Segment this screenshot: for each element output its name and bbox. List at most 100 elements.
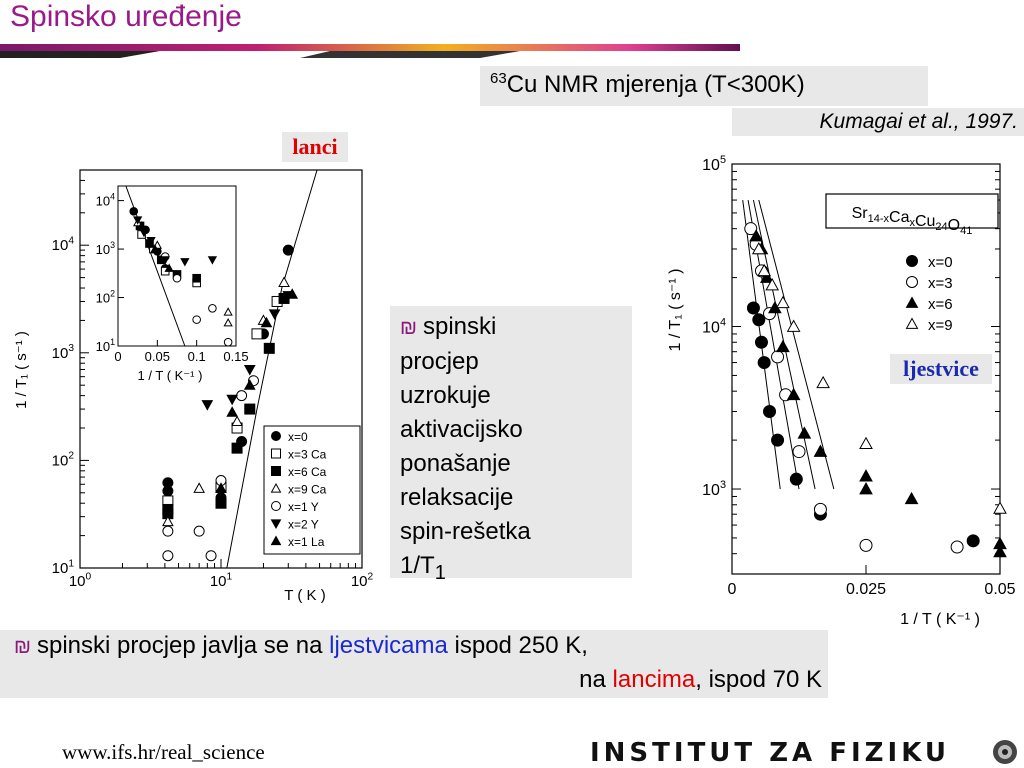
data-point (776, 339, 790, 353)
conclusion-text: na (579, 666, 613, 693)
legend-label: x=9 (928, 317, 953, 334)
x-axis-label: T ( K ) (284, 587, 325, 604)
inset-data-point (160, 256, 170, 265)
inset-data-point (223, 318, 233, 327)
x-tick-label: 0.025 (846, 581, 886, 598)
conclusion-text: spinski procjep javlja se na (36, 632, 330, 659)
data-point (786, 387, 801, 401)
info-line: 1/T1 (400, 549, 622, 590)
legend-marker (271, 448, 281, 459)
ladders-word: ljestvicama (329, 632, 448, 659)
data-point (757, 263, 772, 277)
title-underline-bar (0, 44, 740, 58)
legend-box (263, 425, 361, 555)
x-axis-label: 1 / T ( K⁻¹ ) (900, 611, 980, 628)
nmr-heading: 63Cu NMR mjerenja (T<300K) (480, 66, 928, 106)
inset-data-point (207, 256, 218, 265)
data-point (193, 525, 205, 537)
inset-y-tick-label: 101 (96, 337, 115, 354)
data-point (226, 394, 239, 406)
conclusion-box: ₪ spinski procjep javlja se na ljestvicam… (0, 630, 828, 698)
data-point (243, 364, 256, 376)
inset-x-tick-label: 0.05 (145, 349, 170, 364)
data-point (813, 502, 827, 516)
inset-data-point (133, 216, 143, 225)
inset-data-point (223, 337, 233, 347)
data-point (231, 442, 243, 454)
info-line: spin-rešetka (400, 518, 531, 545)
data-point (966, 534, 980, 548)
legend-label: x=3 (928, 275, 953, 292)
data-point (776, 295, 790, 309)
legend-marker (906, 255, 918, 267)
institute-logo-icon (993, 740, 1017, 764)
info-line: uzrokuje (400, 382, 491, 409)
ladder-relaxation-chart: 0 0.025 0.05 103 104 105 1 / T ( K⁻¹ ) 1 / T₁ (… (667, 154, 1016, 628)
data-point (162, 515, 174, 527)
inset-data-point (180, 258, 190, 267)
inset-x-axis-label: 1 / T ( K⁻¹ ) (138, 368, 203, 383)
inset-y-tick-label: 104 (96, 192, 115, 209)
data-point (286, 288, 299, 299)
data-point (162, 485, 174, 497)
inset-y-tick-label: 102 (96, 289, 115, 306)
data-point (797, 426, 812, 439)
legend-marker (271, 431, 281, 441)
inset-x-tick-label: 0.1 (188, 349, 206, 364)
data-point (859, 436, 873, 450)
info-line: ponašanje (400, 450, 511, 477)
data-point (162, 550, 174, 562)
legend-label: x=6 (928, 296, 953, 313)
inset-y-tick-label: 103 (96, 240, 115, 257)
legend-label: x=0 (288, 430, 308, 444)
data-point (950, 540, 964, 554)
data-point (260, 316, 273, 328)
legend-label: x=2 Y (288, 518, 319, 532)
info-line-text: spinski (422, 313, 497, 340)
inset-data-point (136, 221, 147, 230)
legend-label: x=3 Ca (288, 448, 327, 462)
data-point (282, 244, 294, 256)
info-line-text: 1/T (400, 552, 435, 579)
legend-label: x=6 Ca (288, 465, 327, 479)
data-point (268, 309, 281, 320)
data-point (215, 497, 227, 509)
data-point (859, 469, 873, 482)
bullet-icon: ₪ (400, 317, 417, 339)
y-axis-label: 1 / T₁ ( s⁻¹ ) (667, 269, 684, 352)
data-point (763, 404, 777, 418)
legend-label: x=9 Ca (288, 483, 327, 497)
data-point (792, 445, 806, 459)
data-point (859, 538, 873, 552)
reference: Kumagai et al., 1997. (732, 108, 1024, 136)
data-point (251, 328, 263, 340)
y-tick-label: 103 (702, 479, 726, 499)
inset-data-point (172, 273, 182, 283)
x-tick-label: 0.05 (984, 581, 1015, 598)
data-point (205, 550, 217, 562)
compound-formula: Sr14-xCaxCu24O41 (852, 205, 973, 237)
inset-x-tick-label: 0.15 (223, 349, 248, 364)
y-tick-label: 103 (52, 343, 75, 362)
legend-marker (270, 519, 282, 530)
inset-data-point (223, 307, 233, 316)
x-tick-label: 101 (210, 571, 233, 590)
inset-data-point (146, 236, 156, 246)
data-point (771, 350, 785, 364)
data-point (754, 335, 768, 349)
bullet-icon: ₪ (14, 636, 31, 658)
conclusion-text: , ispod 70 K (695, 666, 822, 693)
y-tick-label: 104 (702, 316, 726, 336)
x-tick-label: 100 (69, 571, 92, 590)
info-line: relaksacije (400, 484, 514, 511)
footer-url[interactable]: www.ifs.hr/real_science (62, 740, 265, 764)
legend-marker (270, 535, 282, 546)
data-point (771, 433, 785, 447)
ladders-tag: ljestvice (890, 354, 992, 384)
inset-data-point (129, 207, 139, 216)
data-point (786, 319, 801, 332)
info-box: ₪ spinski procjep uzrokuje aktivacijsko p… (390, 306, 632, 584)
data-point (215, 482, 227, 493)
chains-tag: lanci (282, 132, 348, 162)
